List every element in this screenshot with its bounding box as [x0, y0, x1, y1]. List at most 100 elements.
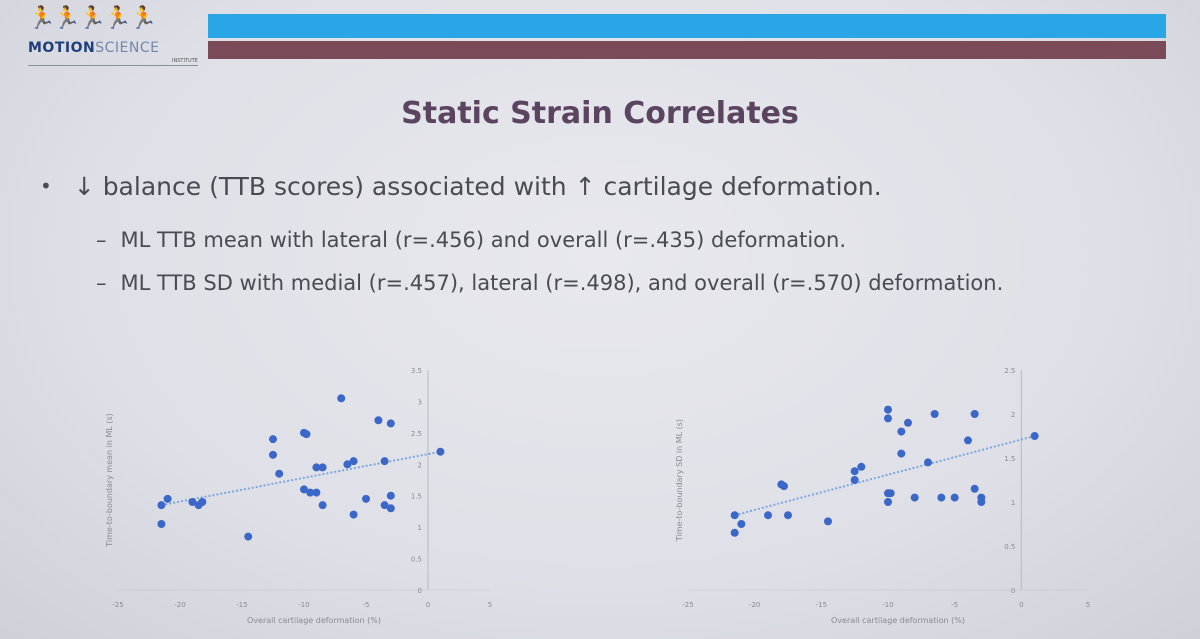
logo: 🏃🏃🏃🏃🏃 MOTIONSCIENCE INSTITUTE	[22, 6, 202, 68]
data-point	[269, 450, 277, 459]
x-tick-label: -10	[298, 601, 309, 609]
data-point	[730, 528, 739, 537]
data-point	[964, 436, 972, 445]
data-point	[884, 405, 892, 414]
y-axis-label: Time-to-boundary SD in ML (s)	[675, 419, 684, 542]
data-point	[930, 410, 939, 418]
x-tick-label: 5	[1086, 601, 1090, 609]
data-point	[343, 460, 352, 469]
data-point	[1030, 432, 1039, 440]
data-point	[157, 501, 166, 510]
header-band-maroon	[208, 41, 1166, 59]
y-tick-label: 0	[1011, 587, 1015, 595]
data-point	[312, 463, 321, 472]
chart-ttb-sd-svg: -25 -20 -15 -10 -5 0 5 0 0.5 1 1.5 2 2.5 Overall cart…	[675, 367, 1090, 625]
chart-ttb-mean-svg: -25 -20 -15 -10 -5 0 5 0 0.5 1 1.5 2 2.5 3 3.5 Overall …	[105, 367, 492, 625]
x-tick-label: 0	[426, 601, 430, 609]
logo-underline	[28, 65, 198, 66]
data-point	[300, 485, 308, 494]
data-point	[386, 504, 395, 513]
x-tick-label: -20	[749, 601, 760, 609]
x-tick-label: 0	[1019, 601, 1023, 609]
y-tick-label: 2.5	[411, 430, 422, 438]
data-point	[904, 418, 912, 427]
data-point	[970, 484, 979, 493]
y-tick-label: 1.5	[1004, 455, 1015, 463]
data-point	[188, 498, 197, 506]
data-point	[884, 414, 892, 423]
bullet-dot-icon: •	[40, 174, 52, 198]
data-point	[163, 494, 172, 503]
data-point	[337, 394, 346, 403]
data-point	[380, 501, 389, 510]
data-point	[374, 416, 383, 425]
data-point	[780, 482, 788, 491]
x-tick-label: -10	[882, 601, 893, 609]
runners-icon: 🏃🏃🏃🏃🏃	[28, 6, 157, 31]
data-point	[269, 435, 277, 444]
sub-bullet-2: – ML TTB SD with medial (r=.457), lateral…	[96, 271, 1003, 295]
y-tick-label: 0	[418, 587, 422, 595]
y-tick-label: 1	[418, 524, 422, 532]
data-point	[362, 494, 370, 503]
data-point	[950, 493, 959, 502]
data-point	[730, 511, 739, 520]
data-point	[312, 488, 321, 497]
data-point	[275, 469, 284, 478]
x-axis-label: Overall cartilage deformation (%)	[831, 616, 965, 625]
data-point	[318, 501, 327, 510]
sub-bullet-text: ML TTB mean with lateral (r=.456) and ov…	[120, 228, 847, 252]
data-point	[937, 493, 946, 502]
x-tick-label: -20	[174, 601, 185, 609]
header-band-blue	[208, 14, 1166, 38]
dash-icon: –	[96, 271, 107, 295]
x-tick-label: -15	[236, 601, 247, 609]
data-point	[302, 430, 311, 439]
y-tick-label: 3.5	[411, 367, 422, 375]
trendline	[161, 450, 441, 507]
dash-icon: –	[96, 228, 107, 252]
y-tick-label: 0.5	[1004, 543, 1015, 551]
data-point	[306, 488, 315, 497]
data-point	[386, 419, 395, 428]
main-bullet: • ↓ balance (TTB scores) associated with …	[40, 172, 882, 201]
x-tick-label: 5	[488, 601, 492, 609]
data-point	[349, 457, 358, 466]
data-point	[784, 511, 792, 520]
logo-word-motion: MOTION	[28, 40, 96, 56]
data-point	[970, 410, 979, 418]
y-tick-label: 1	[1011, 499, 1015, 507]
data-point	[436, 447, 445, 456]
data-point	[857, 462, 866, 471]
data-point	[886, 489, 895, 498]
data-point	[244, 532, 253, 541]
x-tick-label: -5	[363, 601, 370, 609]
data-point	[910, 493, 919, 502]
y-tick-label: 2	[418, 461, 422, 469]
data-point	[349, 510, 358, 519]
y-tick-label: 1.5	[411, 493, 422, 501]
main-bullet-text: ↓ balance (TTB scores) associated with ↑…	[73, 172, 882, 201]
x-axis-label: Overall cartilage deformation (%)	[247, 616, 381, 625]
slide-title: Static Strain Correlates	[401, 96, 799, 131]
y-tick-label: 3	[418, 398, 422, 406]
data-point	[737, 520, 746, 528]
y-tick-label: 2	[1011, 411, 1015, 419]
y-tick-label: 2.5	[1004, 367, 1015, 375]
logo-wordmark: MOTIONSCIENCE	[28, 40, 159, 56]
data-point	[386, 491, 395, 500]
data-point	[850, 467, 859, 476]
data-point	[824, 517, 832, 526]
data-point	[884, 498, 892, 506]
sub-bullet-text: ML TTB SD with medial (r=.457), lateral …	[120, 271, 1004, 295]
y-axis-label: Time-to-boundary mean in ML (s)	[105, 413, 114, 548]
chart-ttb-mean: -25 -20 -15 -10 -5 0 5 0 0.5 1 1.5 2 2.5 3 3.5 Overall …	[90, 345, 560, 635]
x-tick-label: -25	[112, 601, 123, 609]
data-point	[977, 498, 986, 506]
data-point	[850, 476, 859, 484]
data-point	[924, 458, 932, 467]
data-point	[198, 498, 207, 506]
y-tick-label: 0.5	[411, 556, 422, 564]
x-tick-label: -5	[951, 601, 958, 609]
